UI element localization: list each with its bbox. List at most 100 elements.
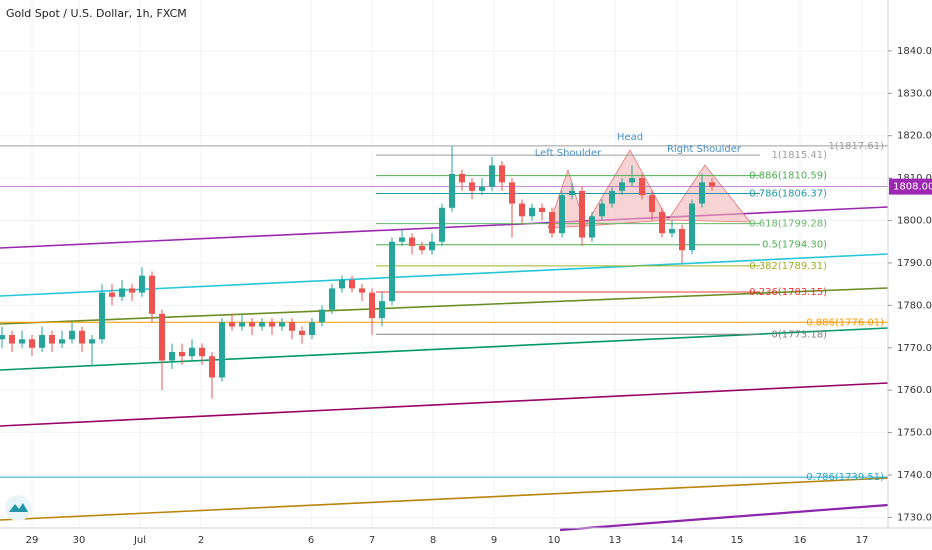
fib-label: 1(1817.61) [828,141,884,152]
candle-body [189,347,195,357]
fib-label: 1(1815.41) [771,150,827,161]
y-tick-label: 1750.00 [897,428,932,439]
fib-label: 0.618(1799.28) [749,219,827,230]
candle-body [569,190,575,196]
axes: 1730.001740.001750.001760.001770.001780.… [26,46,932,546]
candle-body [559,195,565,234]
y-tick-label: 1780.00 [897,300,932,311]
x-tick-label: 7 [369,535,375,546]
candle-body [79,330,85,344]
candle-body [699,182,705,204]
y-tick-label: 1840.00 [897,46,932,57]
x-tick-label: 16 [794,535,807,546]
candle-body [419,245,425,251]
annotation: Right Shoulder [667,144,742,155]
y-tick-label: 1790.00 [897,258,932,269]
y-tick-label: 1740.00 [897,470,932,481]
annotation: Left Shoulder [535,148,602,159]
candle-body [709,182,715,187]
candle-body [459,173,465,183]
fib-label: 0.886(1776.01) [806,317,884,328]
y-tick-label: 1800.00 [897,216,932,227]
candle-body [479,186,485,191]
candle-body [529,207,535,217]
x-tick-label: 29 [26,535,39,546]
candle-body [39,335,45,348]
candle-body [249,322,255,327]
candle-body [629,178,635,183]
candle-body [129,288,135,293]
fib-label: 0.786(1739.51) [806,472,884,483]
x-tick-label: 9 [491,535,497,546]
x-tick-label: 14 [671,535,684,546]
x-tick-label: 2 [198,535,204,546]
candle-body [199,347,205,357]
trend-line [0,327,889,371]
candle-body [689,203,695,251]
candle-body [439,207,445,242]
levels: 1(1817.61) 0.886(1776.01) 0.786(1739.51) 1(… [0,141,888,483]
candle-body [469,182,475,191]
candle-body [139,275,145,293]
candle-body [599,203,605,217]
left-shoulder-shape [547,168,586,229]
y-tick-label: 1820.00 [897,131,932,142]
candle-body [229,322,235,327]
candle-body [619,182,625,191]
candle-body [319,309,325,323]
candle-body [329,288,335,310]
candle-body [239,322,245,327]
x-tick-label: 6 [308,535,314,546]
candle-body [579,190,585,238]
candle-body [89,339,95,344]
candle-body [369,292,375,319]
fib-label: 0.5(1794.30) [762,240,827,251]
candle-body [639,178,645,196]
candle-body [299,330,305,336]
candle-body [59,339,65,344]
candle-body [669,229,675,234]
candle-body [339,279,345,289]
candle-body [489,165,495,187]
x-tick-label: Jul [133,535,146,546]
candle-body [309,322,315,336]
candle-body [179,352,185,357]
candle-body [409,237,415,246]
current-price-label: 1808.00 [893,182,932,193]
candle-body [499,165,505,183]
logo [5,495,31,521]
candle-body [429,241,435,251]
candle-body [449,173,455,208]
grid [0,0,888,528]
x-tick-label: 15 [731,535,744,546]
x-tick-label: 30 [73,535,86,546]
y-tick-label: 1760.00 [897,385,932,396]
candle-body [269,322,275,327]
candle-body [109,292,115,297]
candles [0,145,715,399]
candle-body [679,229,685,251]
candle-body [159,313,165,361]
candle-body [69,330,75,340]
candle-body [649,195,655,213]
x-tick-label: 10 [548,535,561,546]
candle-body [509,182,515,204]
candle-body [399,237,405,242]
candle-body [279,322,285,327]
candle-body [149,275,155,314]
candle-body [259,322,265,327]
fib-label: 0.786(1806.37) [749,189,827,200]
candle-body [609,190,615,204]
candle-body [169,352,175,361]
x-tick-label: 17 [856,535,869,546]
x-tick-label: 8 [430,535,436,546]
trend-line [0,253,889,297]
fib-label: 0.886(1810.59) [749,171,827,182]
candle-body [209,356,215,378]
chart-title: Gold Spot / U.S. Dollar, 1h, FXCM [6,7,187,20]
trend-line [0,287,889,325]
candle-body [49,335,55,344]
